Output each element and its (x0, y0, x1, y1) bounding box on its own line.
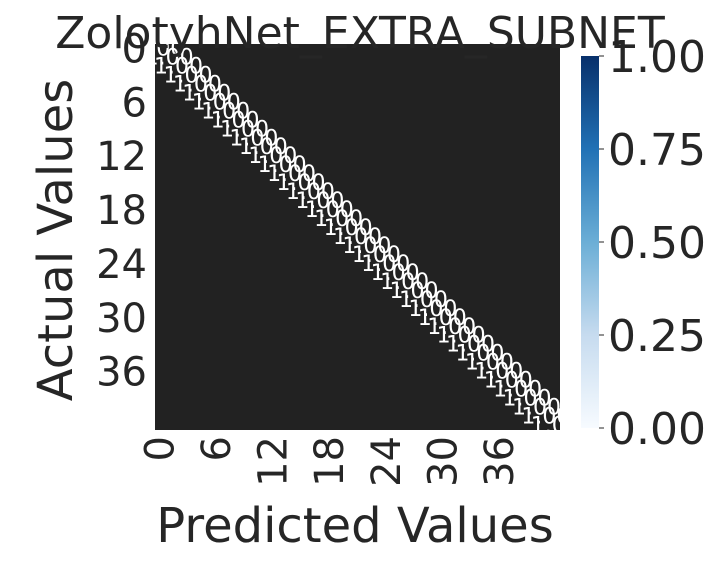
y-tick-label: 30 (96, 296, 147, 342)
x-tick-label: 30 (420, 436, 466, 487)
y-tick-label: 24 (96, 242, 147, 288)
diagonal-cell-annotation: 1.00 (248, 144, 297, 169)
diagonal-cell-annotation: 1.00 (380, 270, 429, 295)
x-tick-label: 18 (307, 436, 353, 487)
diagonal-cell-annotation: 1.00 (455, 342, 504, 367)
diagonal-cell-annotation: 1.00 (267, 162, 316, 187)
y-tick-label: 18 (96, 188, 147, 234)
diagonal-cell-annotation: 1.00 (446, 333, 495, 358)
colorbar-tick-label: 0.75 (608, 125, 706, 176)
y-tick-label: 6 (122, 80, 147, 126)
diagonal-cell-annotation: 1.00 (503, 387, 552, 412)
cell-annotations: 1.001.001.001.001.001.001.001.001.001.00… (135, 36, 580, 438)
diagonal-cell-annotation: 1.00 (371, 261, 420, 286)
x-tick-label: 12 (251, 436, 297, 487)
x-tick-labels: 0 6 12 18 24 30 36 (138, 436, 523, 487)
x-tick-label: 24 (364, 436, 410, 487)
colorbar-tick-label: 0.50 (608, 218, 706, 269)
colorbar (581, 56, 599, 428)
diagonal-cell-annotation: 1.00 (239, 135, 288, 160)
x-tick-label: 0 (138, 436, 184, 461)
diagonal-cell-annotation: 1.00 (531, 414, 580, 439)
diagonal-cell-annotation: 1.00 (211, 108, 260, 133)
diagonal-cell-annotation: 1.00 (493, 378, 542, 403)
diagonal-cell-annotation: 1.00 (182, 81, 231, 106)
diagonal-cell-annotation: 1.00 (295, 189, 344, 214)
chart-title: ZolotyhNet_EXTRA_SUBNET (55, 8, 665, 59)
diagonal-cell-annotation: 1.00 (342, 234, 391, 259)
diagonal-cell-annotation: 1.00 (258, 153, 307, 178)
diagonal-cell-annotation: 1.00 (286, 180, 335, 205)
diagonal-cell-annotation: 1.00 (163, 63, 212, 88)
diagonal-cell-annotation: 1.00 (314, 207, 363, 232)
diagonal-cell-annotation: 1.00 (324, 216, 373, 241)
diagonal-cell-annotation: 1.00 (512, 396, 561, 421)
diagonal-cell-annotation: 1.00 (201, 99, 250, 124)
diagonal-cell-annotation: 1.00 (276, 171, 325, 196)
diagonal-cell-annotation: 1.00 (408, 297, 457, 322)
y-tick-label: 12 (96, 134, 147, 180)
diagonal-cell-annotation: 1.00 (135, 36, 184, 61)
colorbar-tick-label: 0.00 (608, 404, 706, 455)
diagonal-cell-annotation: 1.00 (145, 45, 194, 70)
diagonal-cell-annotation: 1.00 (474, 360, 523, 385)
colorbar-tick-labels: 0.00 0.25 0.50 0.75 1.00 (599, 32, 706, 455)
heatmap-background (155, 44, 560, 430)
y-tick-labels: 0 6 12 18 24 30 36 (96, 26, 147, 395)
diagonal-cell-annotation: 1.00 (305, 198, 354, 223)
x-axis-label: Predicted Values (156, 498, 553, 554)
diagonal-cell-annotation: 1.00 (390, 279, 439, 304)
diagonal-cell-annotation: 1.00 (399, 288, 448, 313)
diagonal-cell-annotation: 1.00 (352, 243, 401, 268)
diagonal-cell-annotation: 1.00 (427, 315, 476, 340)
colorbar-tick-label: 1.00 (608, 32, 706, 83)
diagonal-cell-annotation: 1.00 (229, 126, 278, 151)
x-tick-label: 36 (477, 436, 523, 487)
y-axis-label: Actual Values (28, 79, 84, 401)
diagonal-cell-annotation: 1.00 (192, 90, 241, 115)
diagonal-cell-annotation: 1.00 (465, 351, 514, 376)
x-tick-label: 6 (194, 436, 240, 461)
diagonal-cell-annotation: 1.00 (333, 225, 382, 250)
y-tick-label: 0 (122, 26, 147, 72)
diagonal-cell-annotation: 1.00 (220, 117, 269, 142)
y-tick-label: 36 (96, 350, 147, 396)
heatmap-area (155, 44, 560, 430)
diagonal-cell-annotation: 1.00 (484, 369, 533, 394)
diagonal-cell-annotation: 1.00 (437, 324, 486, 349)
diagonal-cell-annotation: 1.00 (173, 72, 222, 97)
diagonal-cell-annotation: 1.00 (418, 306, 467, 331)
diagonal-cell-annotation: 1.00 (521, 405, 570, 430)
colorbar-gradient (581, 56, 599, 428)
diagonal-cell-annotation: 1.00 (361, 252, 410, 277)
diagonal-cell-annotation: 1.00 (154, 54, 203, 79)
colorbar-tick-label: 0.25 (608, 311, 706, 362)
